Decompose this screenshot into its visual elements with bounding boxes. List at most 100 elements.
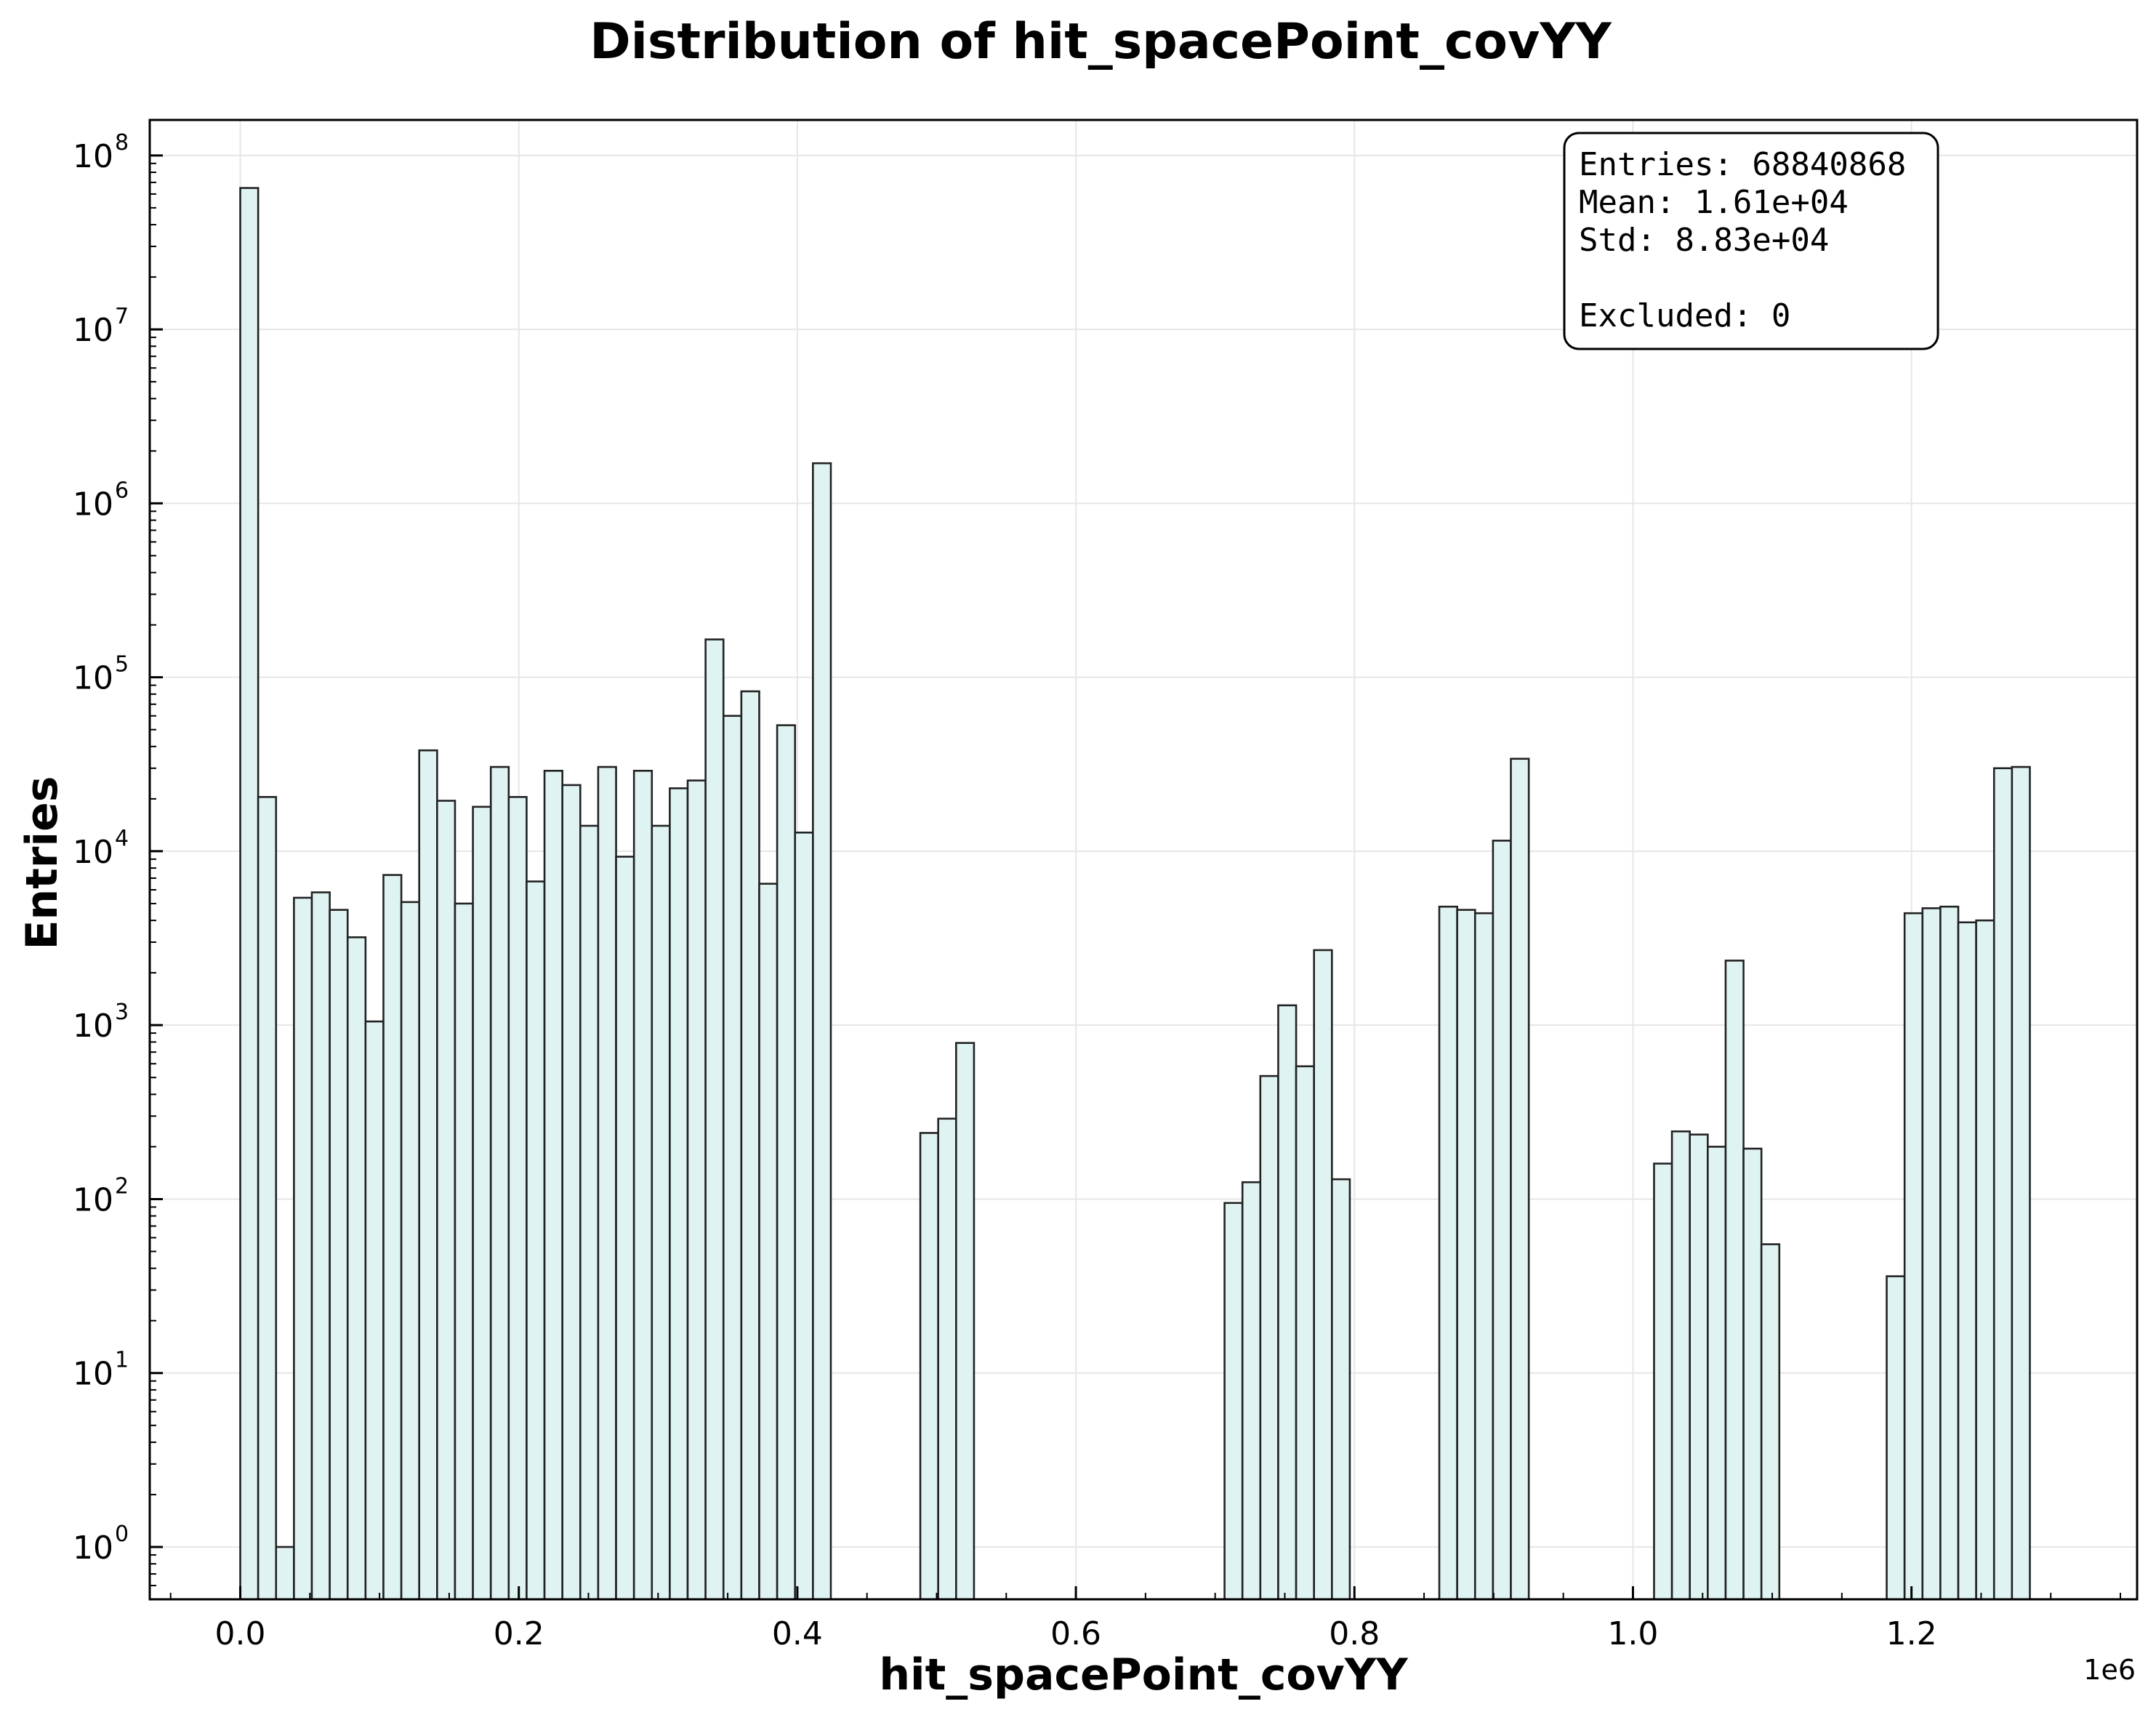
- histogram-bar: [740, 690, 760, 1601]
- y-tick-exponent: 3: [115, 1000, 129, 1025]
- histogram-bar: [2011, 765, 2031, 1601]
- histogram-bar: [472, 805, 492, 1601]
- histogram-bar: [1992, 767, 2014, 1601]
- x-axis-label: hit_spacePoint_covYY: [879, 1649, 1409, 1700]
- histogram-bar: [526, 880, 546, 1601]
- histogram-bar: [1313, 949, 1333, 1601]
- histogram-bar: [293, 896, 313, 1601]
- x-tick-label: 0.4: [772, 1615, 823, 1652]
- histogram-bar: [1438, 905, 1458, 1601]
- stats-mean: Mean: 1.61e+04: [1579, 184, 1849, 221]
- y-tick-exponent: 1: [115, 1348, 129, 1373]
- histogram-bar: [454, 902, 474, 1601]
- histogram-bar: [1241, 1181, 1262, 1601]
- histogram-bar: [919, 1132, 939, 1601]
- histogram-bar: [507, 796, 528, 1601]
- y-tick-label: 10: [73, 834, 113, 871]
- histogram-bar: [669, 787, 689, 1601]
- histogram-bar: [346, 936, 367, 1601]
- chart-title: Distribution of hit_spacePoint_covYY: [590, 13, 1612, 71]
- histogram-bar: [776, 724, 797, 1601]
- stats-legend-box: [1563, 132, 1939, 350]
- x-tick-label: 0.0: [215, 1615, 266, 1652]
- x-tick-label: 1.0: [1607, 1615, 1658, 1652]
- histogram-bar: [651, 824, 671, 1601]
- y-tick-label: 10: [73, 312, 113, 349]
- histogram-bar: [615, 856, 635, 1601]
- y-tick-exponent: 7: [115, 304, 129, 329]
- histogram-bar: [1689, 1133, 1709, 1601]
- histogram-bar: [543, 769, 563, 1601]
- y-tick-exponent: 4: [115, 826, 129, 851]
- x-tick-label: 0.8: [1329, 1615, 1380, 1652]
- y-tick-exponent: 8: [115, 130, 129, 156]
- y-tick-label: 10: [73, 1181, 113, 1218]
- stats-std: Std: 8.83e+04: [1579, 222, 1829, 259]
- histogram-bar: [364, 1020, 385, 1601]
- y-tick-exponent: 6: [115, 478, 129, 503]
- histogram-bar: [794, 831, 814, 1601]
- histogram-bar: [561, 784, 582, 1601]
- histogram-bar: [1510, 757, 1530, 1601]
- histogram-bar: [597, 765, 617, 1601]
- histogram-bar: [812, 462, 832, 1601]
- histogram-bar: [722, 715, 743, 1601]
- y-tick-label: 10: [73, 660, 113, 697]
- histogram-bar: [1903, 912, 1924, 1601]
- x-tick-label: 1.2: [1886, 1615, 1937, 1652]
- histogram-bar: [1456, 909, 1476, 1601]
- x-axis-offset-label: 1e6: [2083, 1654, 2136, 1686]
- histogram-bar: [239, 187, 260, 1601]
- y-tick-label: 10: [73, 138, 113, 175]
- stats-entries: Entries: 68840868: [1579, 146, 1906, 183]
- y-tick-label: 10: [73, 1008, 113, 1045]
- histogram-bars: [239, 187, 2031, 1601]
- y-tick-exponent: 5: [115, 652, 129, 678]
- histogram-bar: [579, 824, 600, 1601]
- histogram-bar: [382, 874, 403, 1601]
- histogram-bar: [418, 749, 438, 1601]
- histogram-bar: [436, 800, 456, 1601]
- histogram-bar: [310, 891, 331, 1601]
- histogram-bar: [1742, 1147, 1763, 1601]
- stats-legend: Entries: 68840868 Mean: 1.61e+04 Std: 8.…: [1563, 132, 1939, 350]
- histogram-bar: [1939, 905, 1960, 1601]
- histogram-bar: [1492, 840, 1512, 1601]
- histogram-bar: [1707, 1146, 1727, 1601]
- histogram-bar: [1331, 1178, 1351, 1601]
- histogram-bar: [1259, 1074, 1279, 1601]
- histogram-bar: [1277, 1004, 1298, 1601]
- x-tick-label: 0.6: [1050, 1615, 1101, 1652]
- histogram-bar: [257, 796, 278, 1601]
- histogram-bar: [1473, 912, 1495, 1601]
- y-tick-exponent: 0: [115, 1522, 129, 1547]
- x-tick-label: 0.2: [494, 1615, 544, 1652]
- histogram-bar: [686, 779, 707, 1601]
- histogram-bar: [1975, 919, 1995, 1601]
- histogram-bar: [1223, 1202, 1244, 1601]
- histogram-bar: [632, 769, 653, 1601]
- histogram-bar: [489, 765, 510, 1601]
- histogram-bar: [758, 883, 779, 1601]
- y-tick-label: 10: [73, 1356, 113, 1393]
- histogram-bar: [704, 638, 725, 1601]
- y-tick-label: 10: [73, 1530, 113, 1567]
- histogram-bar: [1957, 921, 1977, 1601]
- histogram-bar: [1724, 960, 1745, 1601]
- histogram-bar: [275, 1546, 295, 1601]
- histogram-bar: [329, 909, 349, 1601]
- histogram-bar: [937, 1117, 957, 1601]
- histogram-bar: [1653, 1162, 1673, 1601]
- y-axis-label: Entries: [17, 776, 68, 950]
- y-tick-label: 10: [73, 486, 113, 523]
- histogram-bar: [1921, 907, 1942, 1601]
- histogram-bar: [400, 901, 421, 1601]
- stats-excluded: Excluded: 0: [1579, 297, 1790, 334]
- histogram-bar: [1295, 1065, 1315, 1601]
- histogram-bar: [955, 1042, 976, 1601]
- plot-frame: [148, 118, 2139, 1601]
- histogram-bar: [1760, 1243, 1781, 1601]
- histogram-bar: [1886, 1275, 1906, 1601]
- histogram-bar: [1670, 1130, 1692, 1601]
